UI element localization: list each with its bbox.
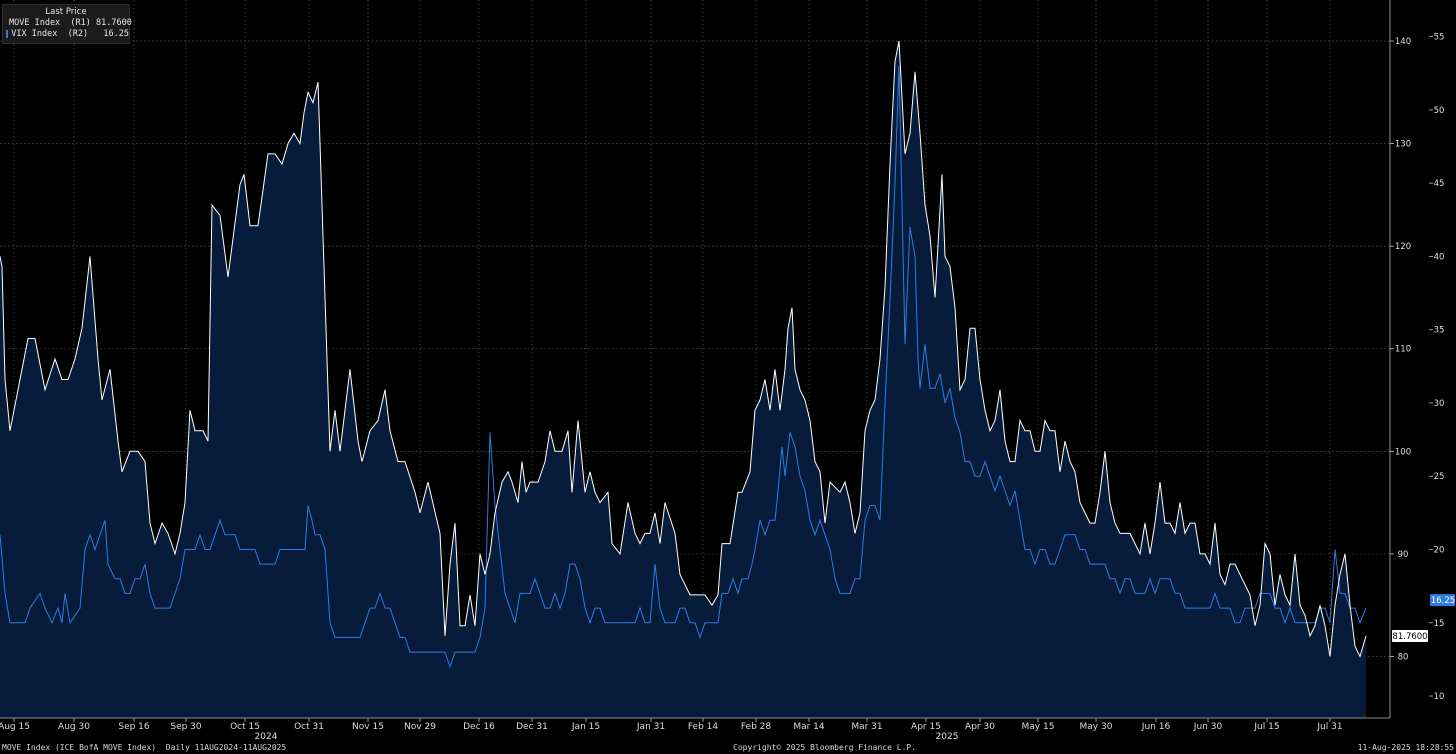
legend-label-move: MOVE Index (R1) 81.7600	[9, 17, 132, 28]
legend-title: Last Price	[45, 7, 87, 17]
move-index-area	[0, 41, 1366, 718]
legend-swatch-vix	[6, 29, 9, 38]
legend-item-move: MOVE Index (R1) 81.7600	[3, 17, 132, 28]
x-tick-label: Nov 29	[404, 722, 436, 732]
legend-item-vix: VIX Index (R2) 16.25	[3, 28, 129, 39]
r2-tick-label: 20	[1434, 545, 1445, 555]
x-tick-label: Jul 31	[1316, 722, 1342, 732]
footer-series-info: MOVE Index (ICE BofA MOVE Index) Daily 1…	[2, 743, 287, 752]
move-index-line	[0, 40, 1367, 658]
x-tick-label: Jul 15	[1253, 722, 1279, 732]
x-axis-ticks: Aug 15 Aug 30 Sep 16 Sep 30 Oct 15 Oct 31 Nov …	[0, 0, 1391, 742]
r2-tick-label: 55	[1434, 33, 1445, 43]
r1-tick-label: 120	[1395, 242, 1411, 252]
vix-last-value-box	[1430, 594, 1455, 607]
r1-axis-ticks: 80 90 100 110 120 130 140	[1390, 37, 1411, 662]
x-tick-label: Sep 16	[118, 722, 150, 732]
footer: MOVE Index (ICE BofA MOVE Index) Daily 1…	[0, 742, 1456, 754]
x-tick-label: Dec 16	[463, 722, 495, 732]
x-tick-label: Oct 15	[230, 722, 260, 732]
x-tick-label: Jun 16	[1141, 722, 1171, 732]
x-tick-label: Oct 31	[294, 722, 324, 732]
r2-tick-label: 45	[1434, 179, 1445, 189]
x-tick-label: Nov 15	[352, 722, 384, 732]
x-tick-label: Sep 30	[170, 722, 202, 732]
x-tick-label: Dec 31	[516, 722, 548, 732]
move-last-value-label: 81.7600	[1392, 632, 1427, 642]
r1-tick-label: 100	[1395, 447, 1411, 457]
r1-tick-label: 80	[1398, 652, 1409, 662]
footer-timestamp: 11-Aug-2025 18:28:55	[1357, 743, 1454, 752]
last-value-labels: 81.7600 16.25	[1392, 594, 1455, 642]
x-year-label: 2024	[255, 732, 278, 742]
legend-label-vix: VIX Index (R2) 16.25	[11, 28, 129, 39]
footer-copyright: Copyright© 2025 Bloomberg Finance L.P.	[733, 743, 917, 752]
r1-tick-label: 90	[1398, 550, 1409, 560]
r1-tick-label: 130	[1395, 140, 1411, 150]
x-tick-label: Aug 30	[58, 722, 90, 732]
x-tick-label: Mar 31	[851, 722, 882, 732]
x-tick-label: Jan 15	[571, 722, 600, 732]
r1-tick-label: 140	[1395, 37, 1411, 47]
x-tick-label: Jun 30	[1193, 722, 1223, 732]
x-tick-label: Apr 15	[911, 722, 941, 732]
r2-tick-label: 15	[1434, 619, 1445, 629]
r1-tick-label: 110	[1395, 345, 1411, 355]
x-tick-label: Aug 15	[0, 722, 30, 732]
move-last-value-box	[1392, 629, 1428, 642]
r2-tick-label: 50	[1434, 106, 1445, 116]
r2-axis-ticks: 10 15 20 25 30 35 40 45 50 55	[1429, 33, 1444, 702]
vix-index-line	[0, 65, 1367, 669]
x-tick-label: May 15	[1022, 722, 1055, 732]
r2-tick-label: 25	[1434, 472, 1445, 482]
x-tick-label: Jan 31	[636, 722, 665, 732]
vix-last-value-label: 16.25	[1431, 596, 1455, 606]
x-tick-label: Feb 28	[741, 722, 772, 732]
legend: Last Price MOVE Index (R1) 81.7600 VIX I…	[2, 4, 132, 44]
x-tick-label: Mar 14	[793, 722, 825, 732]
x-tick-label: May 30	[1080, 722, 1113, 732]
x-tick-label: Apr 30	[965, 722, 995, 732]
x-tick-label: Feb 14	[688, 722, 719, 732]
r2-tick-label: 30	[1434, 399, 1445, 409]
r2-tick-label: 35	[1434, 326, 1445, 336]
x-year-label: 2025	[936, 732, 959, 742]
r2-tick-label: 40	[1434, 252, 1445, 262]
r2-tick-label: 10	[1434, 692, 1445, 702]
